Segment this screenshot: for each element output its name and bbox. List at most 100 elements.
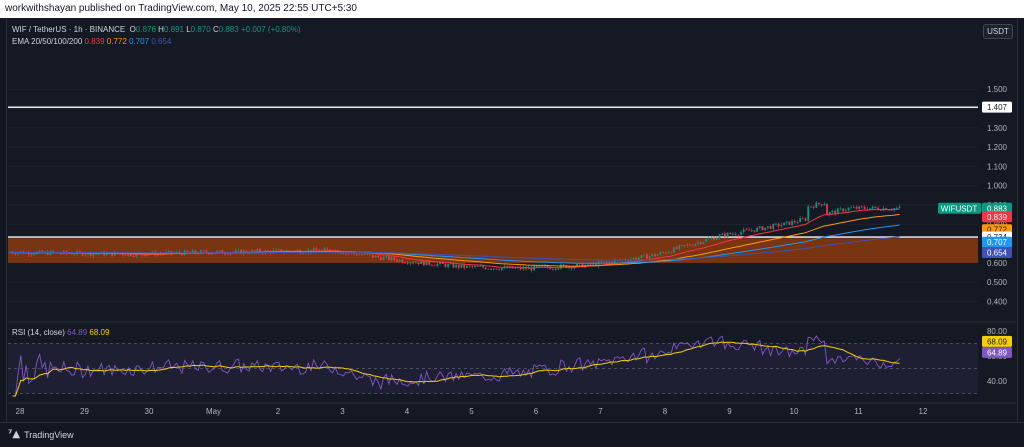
candle-body bbox=[788, 221, 791, 225]
candle-body bbox=[651, 254, 654, 257]
candle-body bbox=[326, 248, 329, 250]
candle-body bbox=[52, 251, 54, 253]
candle-body bbox=[463, 264, 466, 268]
candle-body bbox=[342, 253, 345, 255]
candle-body bbox=[839, 208, 842, 210]
candle-body bbox=[425, 260, 428, 266]
candle-body bbox=[433, 265, 436, 267]
candle-body bbox=[41, 250, 44, 253]
candle-body bbox=[723, 233, 726, 237]
candle-body bbox=[699, 242, 702, 244]
candle-body bbox=[468, 265, 471, 267]
candle-body bbox=[84, 254, 87, 256]
candle-body bbox=[742, 229, 745, 233]
candle-body bbox=[815, 202, 818, 208]
candle-body bbox=[27, 252, 30, 255]
rsi-value: 64.89 bbox=[67, 328, 88, 337]
open-value: 0.876 bbox=[135, 25, 156, 34]
candle-body bbox=[678, 245, 681, 249]
candle-body bbox=[812, 206, 815, 208]
candle-body bbox=[554, 268, 557, 270]
candle-body bbox=[766, 226, 769, 228]
time-tick-label: 3 bbox=[340, 407, 345, 416]
candle-body bbox=[181, 253, 183, 256]
candle-body bbox=[748, 229, 750, 231]
candle-body bbox=[127, 253, 130, 256]
candle-body bbox=[221, 250, 224, 254]
price-tick-label: 1.000 bbox=[987, 182, 1008, 191]
candle-body bbox=[460, 264, 463, 268]
candle-body bbox=[785, 221, 788, 223]
candle-body bbox=[202, 250, 205, 252]
candle-body bbox=[772, 223, 775, 229]
candle-body bbox=[186, 250, 189, 252]
candle-body bbox=[732, 233, 734, 235]
candle-body bbox=[189, 251, 191, 253]
candle-body bbox=[224, 253, 226, 255]
candle-body bbox=[581, 263, 584, 268]
candle-body bbox=[659, 252, 662, 255]
price-tick-label: 1.200 bbox=[987, 143, 1008, 152]
candle-body bbox=[492, 268, 495, 270]
candle-body bbox=[530, 267, 533, 271]
candle-body bbox=[871, 206, 874, 209]
candle-body bbox=[14, 253, 17, 255]
candle-body bbox=[146, 254, 148, 257]
candle-body bbox=[637, 257, 640, 260]
candle-body bbox=[740, 232, 742, 235]
symbol-legend: WIF / TetherUS · 1h · BINANCE O0.876 H0.… bbox=[12, 25, 301, 34]
candle-body bbox=[315, 248, 318, 251]
time-tick-label: 5 bbox=[469, 407, 474, 416]
candle-body bbox=[758, 226, 761, 228]
candle-body bbox=[89, 252, 92, 256]
last-price-tag-bg bbox=[982, 202, 1012, 214]
candle-body bbox=[245, 250, 248, 253]
candle-body bbox=[353, 252, 355, 254]
time-tick-label: May bbox=[206, 407, 221, 416]
candle-body bbox=[667, 252, 670, 254]
candle-body bbox=[130, 253, 132, 256]
candle-body bbox=[877, 207, 879, 210]
candle-body bbox=[371, 254, 374, 258]
candle-body bbox=[498, 269, 501, 271]
candle-body bbox=[605, 261, 608, 263]
candle-body bbox=[363, 253, 366, 255]
rsi-ma-tag-bg bbox=[982, 335, 1012, 347]
candle-body bbox=[761, 226, 764, 231]
chart-pane[interactable] bbox=[6, 18, 1018, 422]
candle-body bbox=[600, 261, 603, 263]
candle-body bbox=[347, 252, 350, 254]
candle-body bbox=[672, 247, 675, 253]
candle-body bbox=[406, 262, 409, 264]
candle-body bbox=[105, 252, 108, 256]
candle-body bbox=[535, 265, 538, 267]
symbol-tag-bg bbox=[938, 202, 981, 214]
candle-body bbox=[234, 249, 237, 252]
candle-body bbox=[68, 253, 71, 254]
candle-body bbox=[847, 207, 850, 211]
candle-body bbox=[694, 243, 697, 246]
time-tick-label: 4 bbox=[405, 407, 410, 416]
candle-body bbox=[887, 209, 890, 211]
candle-body bbox=[70, 253, 73, 255]
resistance-tag-bg bbox=[982, 101, 1012, 113]
candle-body bbox=[474, 265, 476, 267]
candle-body bbox=[611, 261, 613, 264]
candle-body bbox=[92, 253, 95, 256]
candle-body bbox=[216, 250, 218, 253]
candle-body bbox=[818, 202, 820, 205]
candle-body bbox=[796, 222, 799, 223]
currency-button[interactable]: USDT bbox=[983, 24, 1013, 39]
candle-body bbox=[484, 267, 487, 270]
tradingview-brand[interactable]: ⁷▲ TradingView bbox=[8, 429, 74, 440]
candle-body bbox=[11, 252, 14, 254]
candle-body bbox=[592, 263, 595, 265]
candle-body bbox=[374, 255, 377, 258]
candle-body bbox=[640, 255, 643, 258]
candle-body bbox=[465, 265, 468, 268]
time-tick-label: 9 bbox=[727, 407, 732, 416]
candle-body bbox=[769, 226, 772, 229]
candle-body bbox=[541, 265, 544, 267]
candle-body bbox=[557, 268, 560, 270]
